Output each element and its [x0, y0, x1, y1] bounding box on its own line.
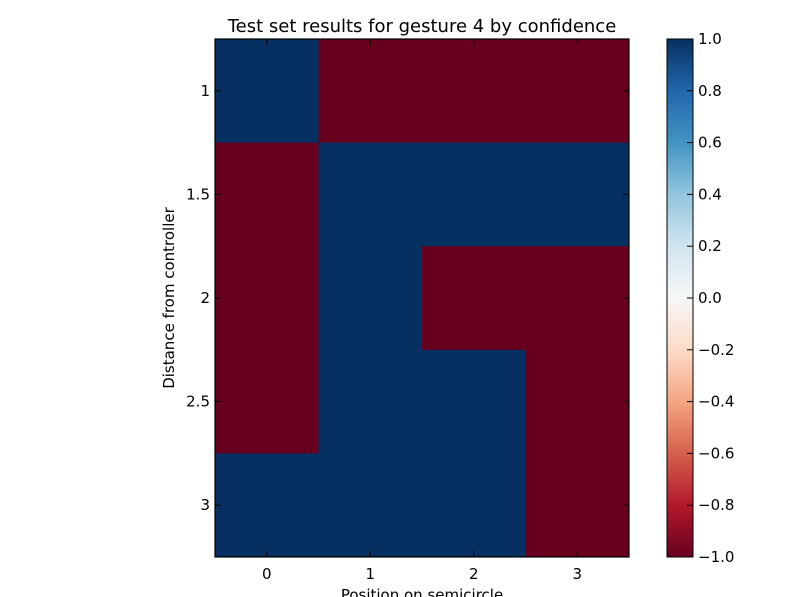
colorbar-tick-label: 0.4 — [698, 185, 722, 203]
colorbar-tick-label: −0.6 — [698, 444, 734, 462]
y-axis-label: Distance from controller — [160, 206, 178, 388]
heatmap-cell-r1-c0 — [215, 142, 319, 247]
colorbar-tick-label: −1.0 — [698, 548, 734, 566]
heatmap-cell-r4-c2 — [422, 453, 526, 558]
heatmap-cell-r2-c1 — [318, 246, 423, 351]
heatmap-cell-r1-c2 — [422, 142, 526, 247]
heatmap-cell-r0-c0 — [215, 39, 319, 144]
x-axis-label: Position on semicircle — [341, 586, 503, 597]
heatmap-cell-r0-c2 — [422, 39, 526, 144]
y-tick-label: 3 — [200, 496, 210, 514]
colorbar-tick-label: 0.6 — [698, 134, 722, 152]
heatmap-cell-r4-c1 — [318, 453, 423, 558]
y-tick-label: 1.5 — [186, 185, 210, 203]
colorbar-tick-label: 0.8 — [698, 82, 722, 100]
heatmap-cell-r2-c3 — [525, 246, 630, 351]
heatmap-cell-r0-c3 — [525, 39, 630, 144]
y-tick-label: 2.5 — [186, 393, 210, 411]
heatmap-cell-r2-c2 — [422, 246, 526, 351]
y-tick-label: 1 — [200, 82, 210, 100]
heatmap-cell-r2-c0 — [215, 246, 319, 351]
x-axis-ticks: 0 1 2 3 — [262, 39, 582, 583]
heatmap-cell-r3-c3 — [525, 349, 630, 454]
heatmap-cell-r4-c0 — [215, 453, 319, 558]
heatmap-cell-r4-c3 — [525, 453, 630, 558]
y-tick-label: 2 — [200, 289, 210, 307]
colorbar-tick-label: 1.0 — [698, 30, 722, 48]
colorbar-tick-label: 0.0 — [698, 289, 722, 307]
heatmap-cell-r0-c1 — [318, 39, 423, 144]
x-tick-label: 0 — [262, 565, 272, 583]
chart-title: Test set results for gesture 4 by confid… — [227, 16, 617, 37]
heatmap-cell-r3-c2 — [422, 349, 526, 454]
colorbar-ticks: 1.0 0.8 0.6 0.4 0.2 0.0 −0.2 −0.4 −0.6 −0.8 −1.0 — [687, 30, 734, 566]
y-axis-ticks: 1 1.5 2 2.5 3 — [186, 82, 629, 514]
colorbar-tick-label: 0.2 — [698, 237, 722, 255]
x-tick-label: 3 — [572, 565, 582, 583]
x-tick-label: 1 — [365, 565, 375, 583]
colorbar-tick-label: −0.2 — [698, 341, 734, 359]
heatmap-cell-r1-c1 — [318, 142, 423, 247]
colorbar-tick-label: −0.8 — [698, 496, 734, 514]
heatmap-cell-r3-c0 — [215, 349, 319, 454]
heatmap-cell-r1-c3 — [525, 142, 630, 247]
heatmap-cells — [215, 39, 630, 558]
colorbar-tick-label: −0.4 — [698, 393, 734, 411]
x-tick-label: 2 — [469, 565, 479, 583]
heatmap-cell-r3-c1 — [318, 349, 423, 454]
